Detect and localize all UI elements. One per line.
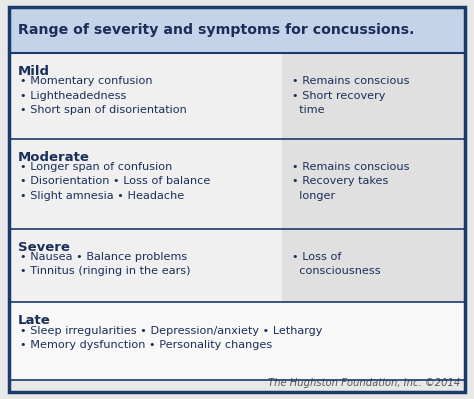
Text: • Sleep irregularities • Depression/anxiety • Lethargy
• Memory dysfunction • Pe: • Sleep irregularities • Depression/anxi… bbox=[20, 326, 323, 350]
Bar bbox=[9, 229, 282, 302]
Text: • Momentary confusion
• Lightheadedness
• Short span of disorientation: • Momentary confusion • Lightheadedness … bbox=[20, 76, 187, 115]
Text: • Remains conscious
• Short recovery
  time: • Remains conscious • Short recovery tim… bbox=[292, 76, 409, 115]
Text: • Longer span of confusion
• Disorientation • Loss of balance
• Slight amnesia •: • Longer span of confusion • Disorientat… bbox=[20, 162, 211, 201]
Bar bbox=[9, 302, 465, 380]
Text: • Loss of
  consciousness: • Loss of consciousness bbox=[292, 252, 380, 276]
Bar bbox=[282, 53, 465, 139]
Text: • Nausea • Balance problems
• Tinnitus (ringing in the ears): • Nausea • Balance problems • Tinnitus (… bbox=[20, 252, 191, 276]
Bar bbox=[9, 7, 465, 53]
Text: • Remains conscious
• Recovery takes
  longer: • Remains conscious • Recovery takes lon… bbox=[292, 162, 409, 201]
Bar bbox=[282, 139, 465, 229]
Text: Mild: Mild bbox=[18, 65, 50, 78]
Text: Moderate: Moderate bbox=[18, 151, 90, 164]
Text: Late: Late bbox=[18, 314, 51, 328]
Bar bbox=[9, 139, 282, 229]
Text: Severe: Severe bbox=[18, 241, 70, 254]
Text: The Hughston Foundation, Inc. ©2014: The Hughston Foundation, Inc. ©2014 bbox=[268, 378, 461, 388]
Text: Range of severity and symptoms for concussions.: Range of severity and symptoms for concu… bbox=[18, 23, 414, 37]
Bar bbox=[9, 53, 282, 139]
Bar bbox=[282, 229, 465, 302]
